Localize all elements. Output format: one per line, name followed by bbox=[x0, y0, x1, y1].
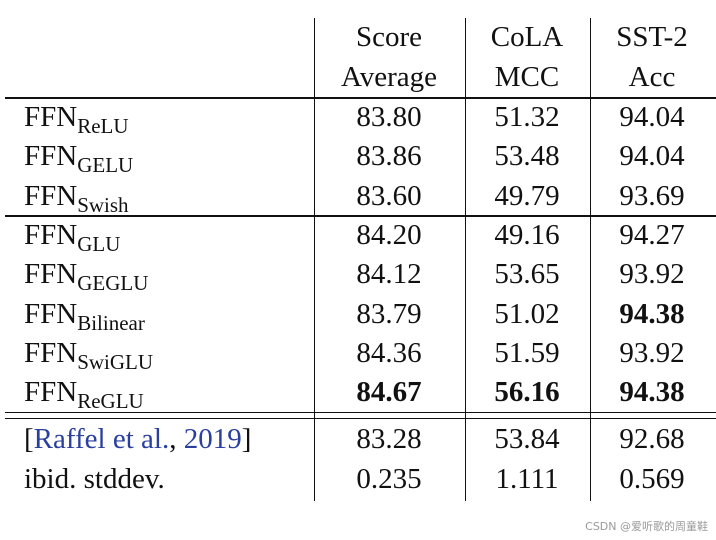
column-header: SST-2 bbox=[616, 21, 688, 53]
cell: 84.36 bbox=[356, 336, 422, 369]
cell: 53.65 bbox=[494, 258, 560, 291]
cell: 93.69 bbox=[619, 179, 685, 212]
column-header: Score bbox=[355, 21, 423, 53]
cell: 51.32 bbox=[494, 101, 560, 133]
column-header: MCC bbox=[494, 61, 560, 93]
label-text: FFN bbox=[24, 258, 78, 291]
cell: 94.38 bbox=[619, 297, 685, 330]
row-label: FFNBilinear bbox=[24, 296, 145, 335]
cell: 83.79 bbox=[356, 297, 422, 330]
column-header: Acc bbox=[628, 61, 676, 93]
label-text: FFN bbox=[24, 218, 78, 251]
rule bbox=[590, 18, 592, 501]
cell: 83.28 bbox=[356, 423, 422, 456]
cell: 84.67 bbox=[356, 376, 422, 409]
row-label: FFNReLU bbox=[24, 99, 129, 138]
label-subscript: GEGLU bbox=[77, 271, 149, 296]
cell: 83.60 bbox=[356, 179, 422, 212]
cell: 83.80 bbox=[356, 101, 422, 133]
cell: 56.16 bbox=[494, 376, 560, 409]
rule bbox=[5, 214, 716, 217]
cell: 84.12 bbox=[356, 258, 422, 291]
cell: 0.569 bbox=[619, 462, 685, 495]
label-subscript: GELU bbox=[77, 153, 134, 178]
cell: 49.16 bbox=[494, 218, 560, 251]
cell: 93.92 bbox=[619, 258, 685, 291]
cell: 83.86 bbox=[356, 140, 422, 173]
citation-text: , bbox=[169, 423, 184, 456]
row-label: FFNSwiGLU bbox=[24, 335, 154, 374]
label-text: FFN bbox=[24, 179, 78, 212]
citation-link: Raffel et al. bbox=[33, 423, 170, 456]
column-header: Average bbox=[340, 61, 438, 93]
cell: 1.111 bbox=[495, 462, 559, 495]
cell: 92.68 bbox=[619, 423, 685, 456]
row-label: FFNSwish bbox=[24, 178, 129, 217]
citation-link: 2019 bbox=[183, 423, 242, 456]
cell: 94.04 bbox=[619, 140, 685, 173]
cell: 93.92 bbox=[619, 336, 685, 369]
label-text: FFN bbox=[24, 376, 78, 409]
row-label: FFNReGLU bbox=[24, 374, 144, 414]
label-text: ibid. stddev. bbox=[24, 462, 165, 495]
label-text: FFN bbox=[24, 101, 78, 133]
cell: 51.02 bbox=[494, 297, 560, 330]
cell: 84.20 bbox=[356, 218, 422, 251]
row-label: [Raffel et al., 2019] bbox=[24, 421, 251, 457]
cell: 51.59 bbox=[494, 336, 560, 369]
label-subscript: SwiGLU bbox=[77, 349, 154, 374]
rule bbox=[314, 18, 316, 501]
cell: 94.04 bbox=[619, 101, 685, 133]
row-label: FFNGLU bbox=[24, 217, 121, 256]
column-header: CoLA bbox=[490, 21, 564, 53]
row-label: FFNGEGLU bbox=[24, 256, 149, 296]
row-label: FFNGELU bbox=[24, 138, 134, 178]
label-subscript: Bilinear bbox=[77, 310, 145, 335]
label-subscript: Swish bbox=[77, 192, 129, 217]
citation-text: ] bbox=[241, 423, 252, 456]
rule bbox=[5, 417, 716, 420]
citation-text: [ bbox=[24, 423, 34, 456]
label-subscript: ReLU bbox=[77, 114, 129, 138]
label-text: FFN bbox=[24, 140, 78, 173]
watermark: CSDN @爱听歌的周童鞋 bbox=[585, 520, 708, 533]
row-label: ibid. stddev. bbox=[24, 461, 165, 497]
cell: 0.235 bbox=[356, 462, 422, 495]
cell: 53.48 bbox=[494, 140, 560, 173]
rule bbox=[465, 18, 467, 501]
rule bbox=[5, 97, 716, 99]
cell: 94.38 bbox=[619, 376, 685, 409]
label-subscript: ReGLU bbox=[77, 389, 144, 414]
rule bbox=[5, 411, 716, 414]
label-subscript: GLU bbox=[77, 231, 121, 256]
cell: 53.84 bbox=[494, 423, 560, 456]
label-text: FFN bbox=[24, 336, 78, 369]
cell: 49.79 bbox=[494, 179, 560, 212]
label-text: FFN bbox=[24, 297, 78, 330]
cell: 94.27 bbox=[619, 218, 685, 251]
